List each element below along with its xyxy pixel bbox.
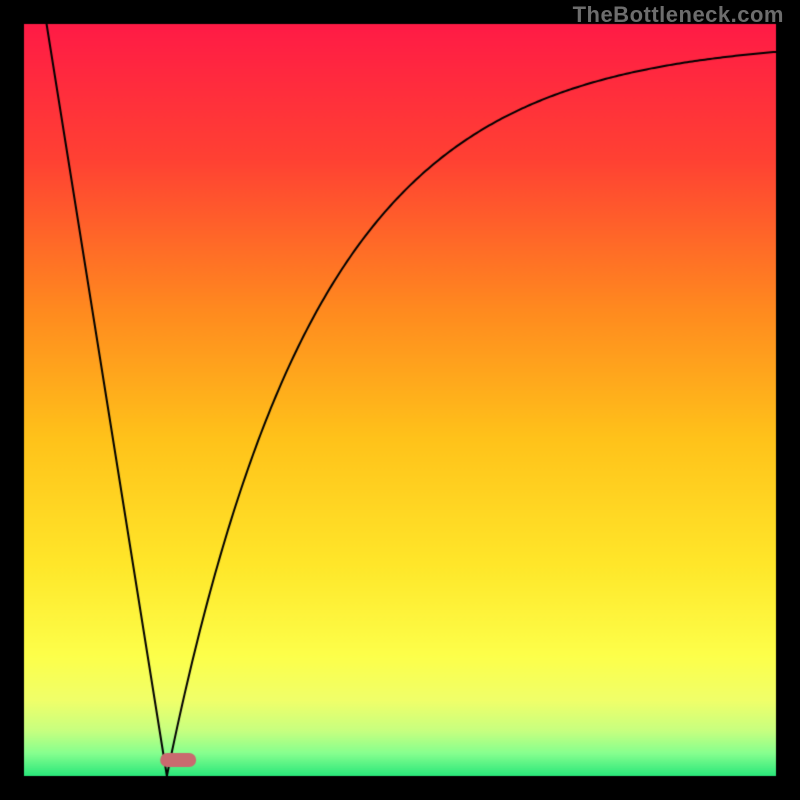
bottleneck-chart-canvas: [0, 0, 800, 800]
watermark-text: TheBottleneck.com: [573, 2, 784, 28]
chart-stage: TheBottleneck.com: [0, 0, 800, 800]
